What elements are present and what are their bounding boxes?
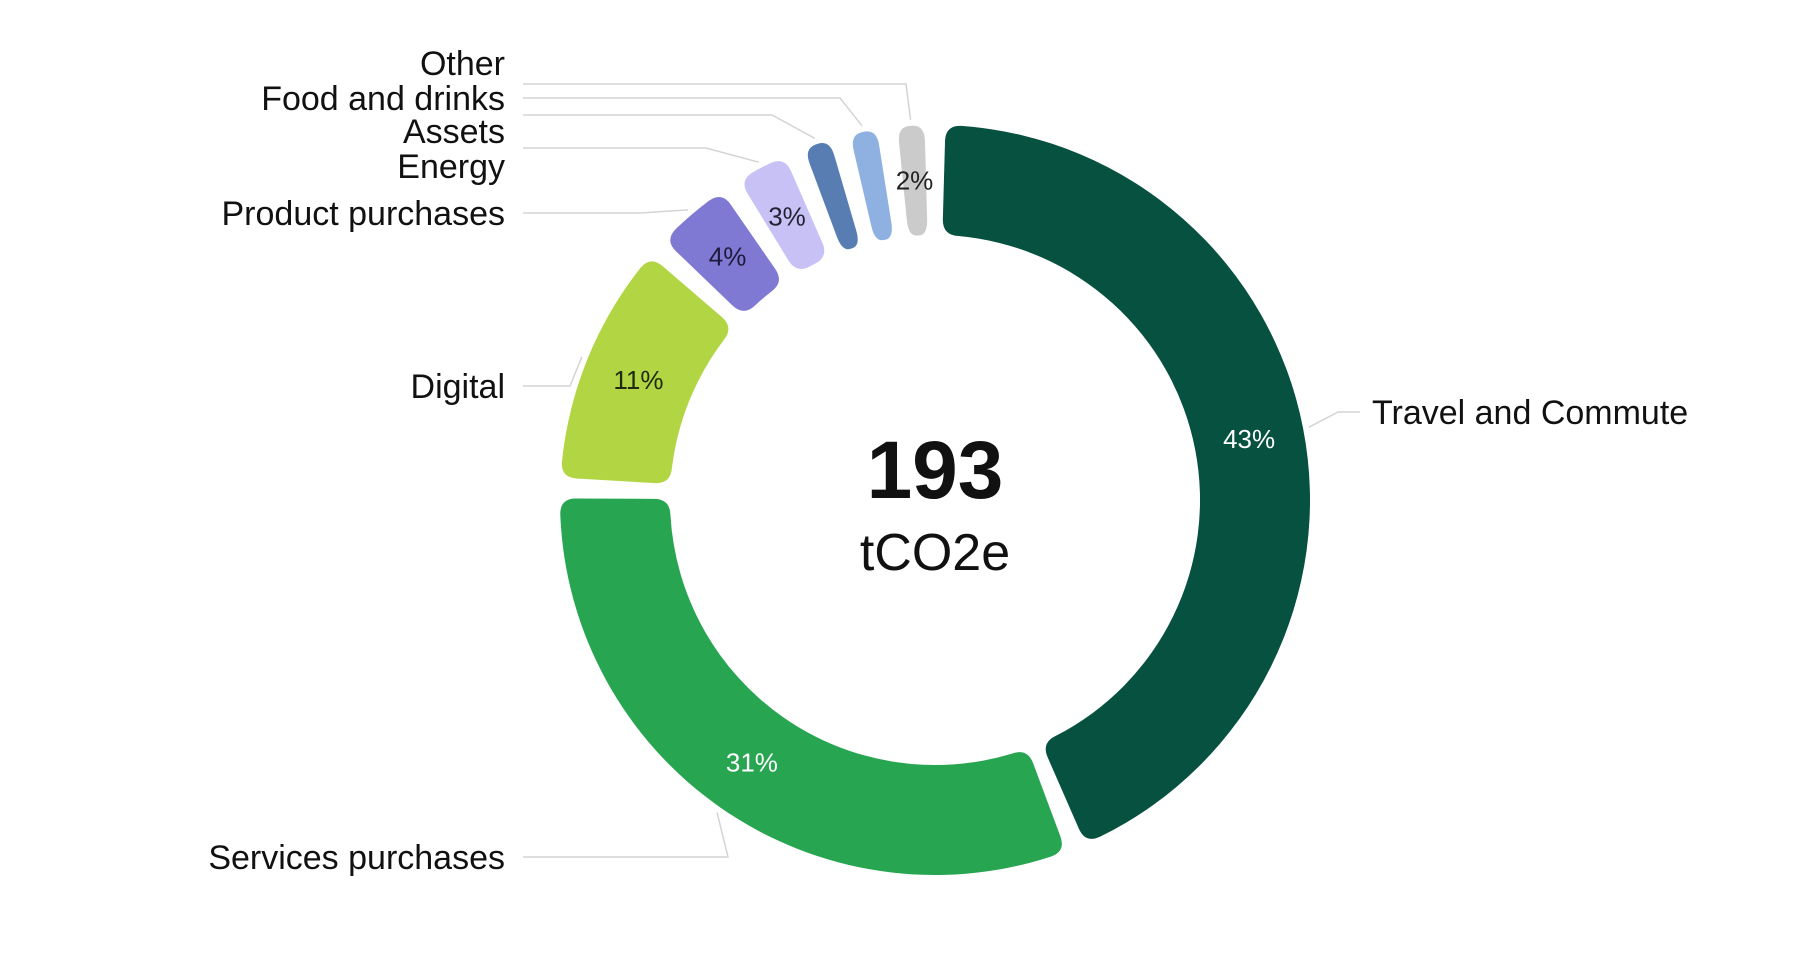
category-label-6: Assets	[403, 113, 505, 151]
percentage-labels: 43% 31% 11% 4% 3% 2%	[613, 166, 1275, 778]
donut-slice-7	[852, 131, 892, 241]
leader-line-7	[523, 97, 863, 127]
slice-percentage-label-1: 43%	[1223, 424, 1275, 454]
slice-percentage-label-2: 31%	[726, 747, 778, 777]
category-label-4: Product purchases	[222, 195, 506, 233]
donut-slice-1	[942, 125, 1311, 839]
category-label-2: Services purchases	[208, 839, 505, 877]
leader-lines	[523, 83, 1360, 858]
leader-line-4	[523, 209, 689, 214]
leader-line-8	[523, 83, 912, 120]
donut-slice-4	[670, 197, 779, 311]
category-labels: Travel and Commute Services purchases Digi…	[208, 45, 1688, 877]
category-label-8: Other	[420, 45, 505, 83]
category-label-1: Travel and Commute	[1372, 394, 1688, 432]
slice-percentage-label-8: 2%	[896, 166, 934, 196]
category-label-7: Food and drinks	[261, 80, 505, 118]
donut-slice-3	[561, 261, 729, 484]
category-label-3: Digital	[411, 368, 505, 406]
leader-line-6	[523, 114, 816, 140]
center-total-value: 193	[867, 425, 1004, 516]
slice-percentage-label-4: 4%	[709, 241, 747, 271]
donut-slice-5	[744, 161, 825, 269]
leader-line-5	[523, 147, 759, 163]
center-total-unit: tCO2e	[860, 524, 1010, 582]
leader-line-2	[523, 812, 729, 858]
leader-line-3	[523, 356, 583, 387]
slice-percentage-label-3: 11%	[613, 365, 663, 395]
donut-slice-6	[807, 143, 858, 250]
leader-line-1	[1308, 411, 1360, 428]
slice-percentage-label-5: 3%	[768, 201, 806, 231]
donut-slice-2	[560, 498, 1062, 875]
category-label-5: Energy	[397, 148, 505, 186]
donut-slices	[560, 125, 1311, 875]
donut-slice-8	[898, 125, 928, 236]
